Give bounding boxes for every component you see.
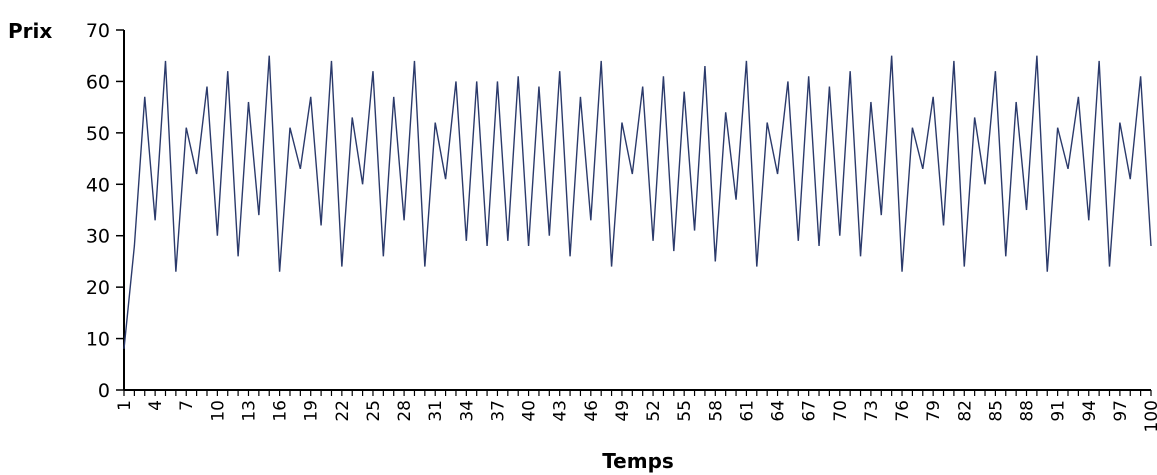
x-tick-label: 82	[955, 400, 975, 422]
y-tick-label: 0	[98, 380, 110, 402]
y-tick-label: 30	[86, 226, 110, 248]
x-tick-label: 25	[364, 400, 384, 422]
price-series-line	[123, 55, 1152, 349]
x-tick-label: 55	[675, 400, 695, 422]
x-tick-label: 22	[333, 400, 353, 422]
x-tick-label: 34	[457, 400, 477, 422]
x-tick-label: 67	[800, 400, 820, 422]
x-tick-label: 10	[208, 400, 228, 422]
x-tick-label: 70	[831, 400, 851, 422]
x-tick-label: 16	[271, 400, 291, 422]
x-tick-label: 85	[986, 400, 1006, 422]
x-tick-label: 1	[115, 400, 135, 411]
x-axis: 1 4 7 10 13 16 19 22 25 28 31 34 37 40 43 46 49 52 55 58 61 6…	[115, 389, 1157, 432]
x-tick-label: 58	[706, 400, 726, 422]
x-tick-label: 52	[644, 400, 664, 422]
x-tick-label: 64	[769, 400, 789, 422]
y-tick-label: 20	[86, 277, 110, 299]
y-axis-title: Prix	[8, 19, 52, 43]
series-group	[123, 55, 1152, 349]
x-tick-label: 31	[426, 400, 446, 422]
x-tick-label: 94	[1080, 400, 1100, 422]
y-tick-label: 10	[86, 329, 110, 351]
x-tick-label: 73	[862, 400, 882, 422]
x-tick-label: 19	[302, 400, 322, 422]
x-tick-label: 4	[146, 400, 166, 411]
x-tick-label: 46	[582, 400, 602, 422]
y-tick-label: 60	[86, 71, 110, 93]
x-tick-label: 79	[924, 400, 944, 422]
y-tick-label: 40	[86, 174, 110, 196]
y-tick-label: 50	[86, 123, 110, 145]
x-axis-title: Temps	[602, 449, 674, 473]
x-tick-label: 91	[1049, 400, 1069, 422]
x-tick-label: 37	[488, 400, 508, 422]
x-tick-label: 76	[893, 400, 913, 422]
x-tick-label: 28	[395, 400, 415, 422]
x-tick-label: 61	[737, 400, 757, 422]
x-tick-label: 97	[1111, 400, 1131, 422]
y-axis: 0 10 20 30 40 50 60 70	[86, 20, 125, 402]
x-tick-label: 40	[520, 400, 540, 422]
x-tick-label: 7	[177, 400, 197, 411]
x-tick-label: 49	[613, 400, 633, 422]
x-tick-label: 88	[1018, 400, 1038, 422]
x-tick-label: 43	[551, 400, 571, 422]
x-tick-label: 100	[1142, 400, 1157, 432]
y-tick-label: 70	[86, 20, 110, 42]
x-tick-label: 13	[239, 400, 259, 422]
